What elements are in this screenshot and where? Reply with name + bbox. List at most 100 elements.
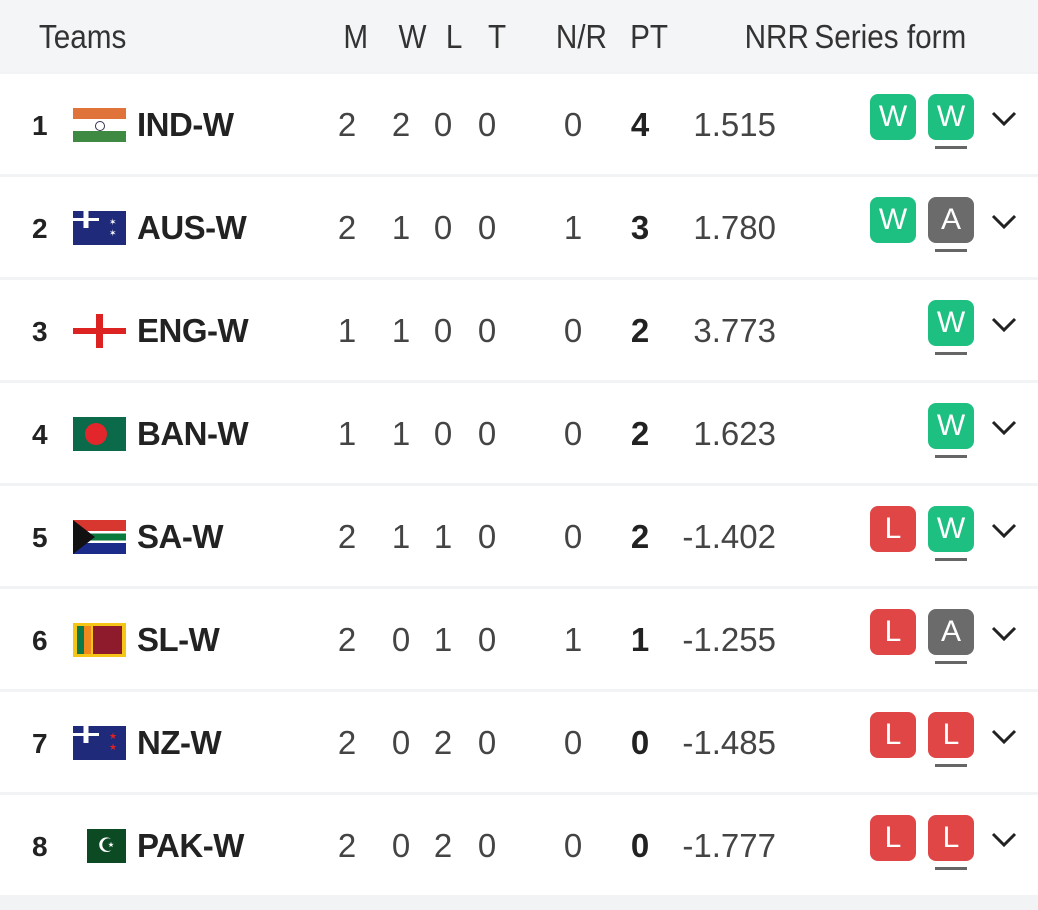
- rank: 8: [32, 831, 48, 862]
- chevron-down-icon[interactable]: [990, 516, 1018, 544]
- stat-l: 1: [433, 621, 453, 658]
- header-pt: PT: [630, 18, 669, 55]
- team-name: IND-W: [137, 106, 234, 143]
- chevron-down-icon[interactable]: [990, 825, 1018, 853]
- stat-m: 2: [337, 106, 357, 143]
- stat-t: 0: [477, 209, 497, 246]
- stat-t: 0: [477, 312, 497, 349]
- latest-result-underline: [935, 455, 967, 458]
- team-name: SA-W: [137, 518, 223, 555]
- stat-pt: 0: [630, 827, 650, 864]
- stat-nrr: -1.485: [682, 724, 776, 761]
- stat-nrr: -1.402: [682, 518, 776, 555]
- stat-t: 0: [477, 827, 497, 864]
- form-badge: W: [928, 403, 974, 449]
- header-m: M: [343, 18, 369, 55]
- stat-nrr: 1.780: [693, 209, 776, 246]
- stat-w: 2: [391, 106, 411, 143]
- form-badge: A: [928, 197, 974, 243]
- stat-pt: 4: [630, 106, 650, 143]
- pakistan-flag: ☪: [73, 829, 126, 863]
- form-badge: L: [870, 609, 916, 655]
- stat-pt: 2: [630, 312, 650, 349]
- team-name: AUS-W: [137, 209, 247, 246]
- form-badge: L: [928, 815, 974, 861]
- stat-m: 2: [337, 724, 357, 761]
- header-teams: Teams: [38, 18, 127, 55]
- stat-w: 0: [391, 724, 411, 761]
- stat-m: 1: [337, 415, 357, 452]
- stat-nrr: -1.777: [682, 827, 776, 864]
- bangladesh-flag: [73, 417, 126, 451]
- stat-t: 0: [477, 106, 497, 143]
- england-flag: [73, 314, 126, 348]
- stat-nr: 0: [563, 724, 583, 761]
- latest-result-underline: [935, 146, 967, 149]
- stat-nrr: 1.515: [693, 106, 776, 143]
- stat-pt: 2: [630, 415, 650, 452]
- stat-m: 2: [337, 518, 357, 555]
- stat-nr: 1: [563, 621, 583, 658]
- stat-m: 1: [337, 312, 357, 349]
- stat-m: 2: [337, 621, 357, 658]
- header-nrr: NRR: [744, 18, 809, 55]
- stat-l: 2: [433, 827, 453, 864]
- table-header: Teams M W L T N/R PT NRR Series form: [0, 0, 1038, 72]
- latest-result-underline: [935, 558, 967, 561]
- south-africa-flag: [73, 520, 126, 554]
- stat-nr: 0: [563, 518, 583, 555]
- stat-t: 0: [477, 518, 497, 555]
- rank: 6: [32, 625, 48, 656]
- stat-nrr: 1.623: [693, 415, 776, 452]
- stat-l: 0: [433, 415, 453, 452]
- team-name: SL-W: [137, 621, 220, 658]
- stat-t: 0: [477, 621, 497, 658]
- form-badge: L: [870, 506, 916, 552]
- india-flag: [73, 108, 126, 142]
- latest-result-underline: [935, 867, 967, 870]
- rank: 4: [32, 419, 48, 450]
- rank: 3: [32, 316, 48, 347]
- form-badge: W: [928, 506, 974, 552]
- stat-w: 1: [391, 518, 411, 555]
- stat-t: 0: [477, 724, 497, 761]
- rank: 1: [32, 110, 48, 141]
- team-name: NZ-W: [137, 724, 222, 761]
- stat-pt: 0: [630, 724, 650, 761]
- stat-pt: 2: [630, 518, 650, 555]
- stat-w: 0: [391, 827, 411, 864]
- latest-result-underline: [935, 661, 967, 664]
- form-badge: W: [870, 94, 916, 140]
- form-badge: L: [928, 712, 974, 758]
- header-w: W: [398, 18, 427, 55]
- stat-pt: 1: [630, 621, 650, 658]
- rank: 5: [32, 522, 48, 553]
- stat-nrr: -1.255: [682, 621, 776, 658]
- chevron-down-icon[interactable]: [990, 413, 1018, 441]
- stat-l: 0: [433, 209, 453, 246]
- stat-w: 1: [391, 312, 411, 349]
- chevron-down-icon[interactable]: [990, 619, 1018, 647]
- stat-pt: 3: [630, 209, 650, 246]
- form-badge: W: [928, 300, 974, 346]
- form-badge: A: [928, 609, 974, 655]
- chevron-down-icon[interactable]: [990, 310, 1018, 338]
- chevron-down-icon[interactable]: [990, 104, 1018, 132]
- stat-l: 2: [433, 724, 453, 761]
- rank: 2: [32, 213, 48, 244]
- stat-w: 1: [391, 209, 411, 246]
- chevron-down-icon[interactable]: [990, 207, 1018, 235]
- stat-w: 1: [391, 415, 411, 452]
- latest-result-underline: [935, 352, 967, 355]
- chevron-down-icon[interactable]: [990, 722, 1018, 750]
- stat-m: 2: [337, 827, 357, 864]
- team-name: ENG-W: [137, 312, 249, 349]
